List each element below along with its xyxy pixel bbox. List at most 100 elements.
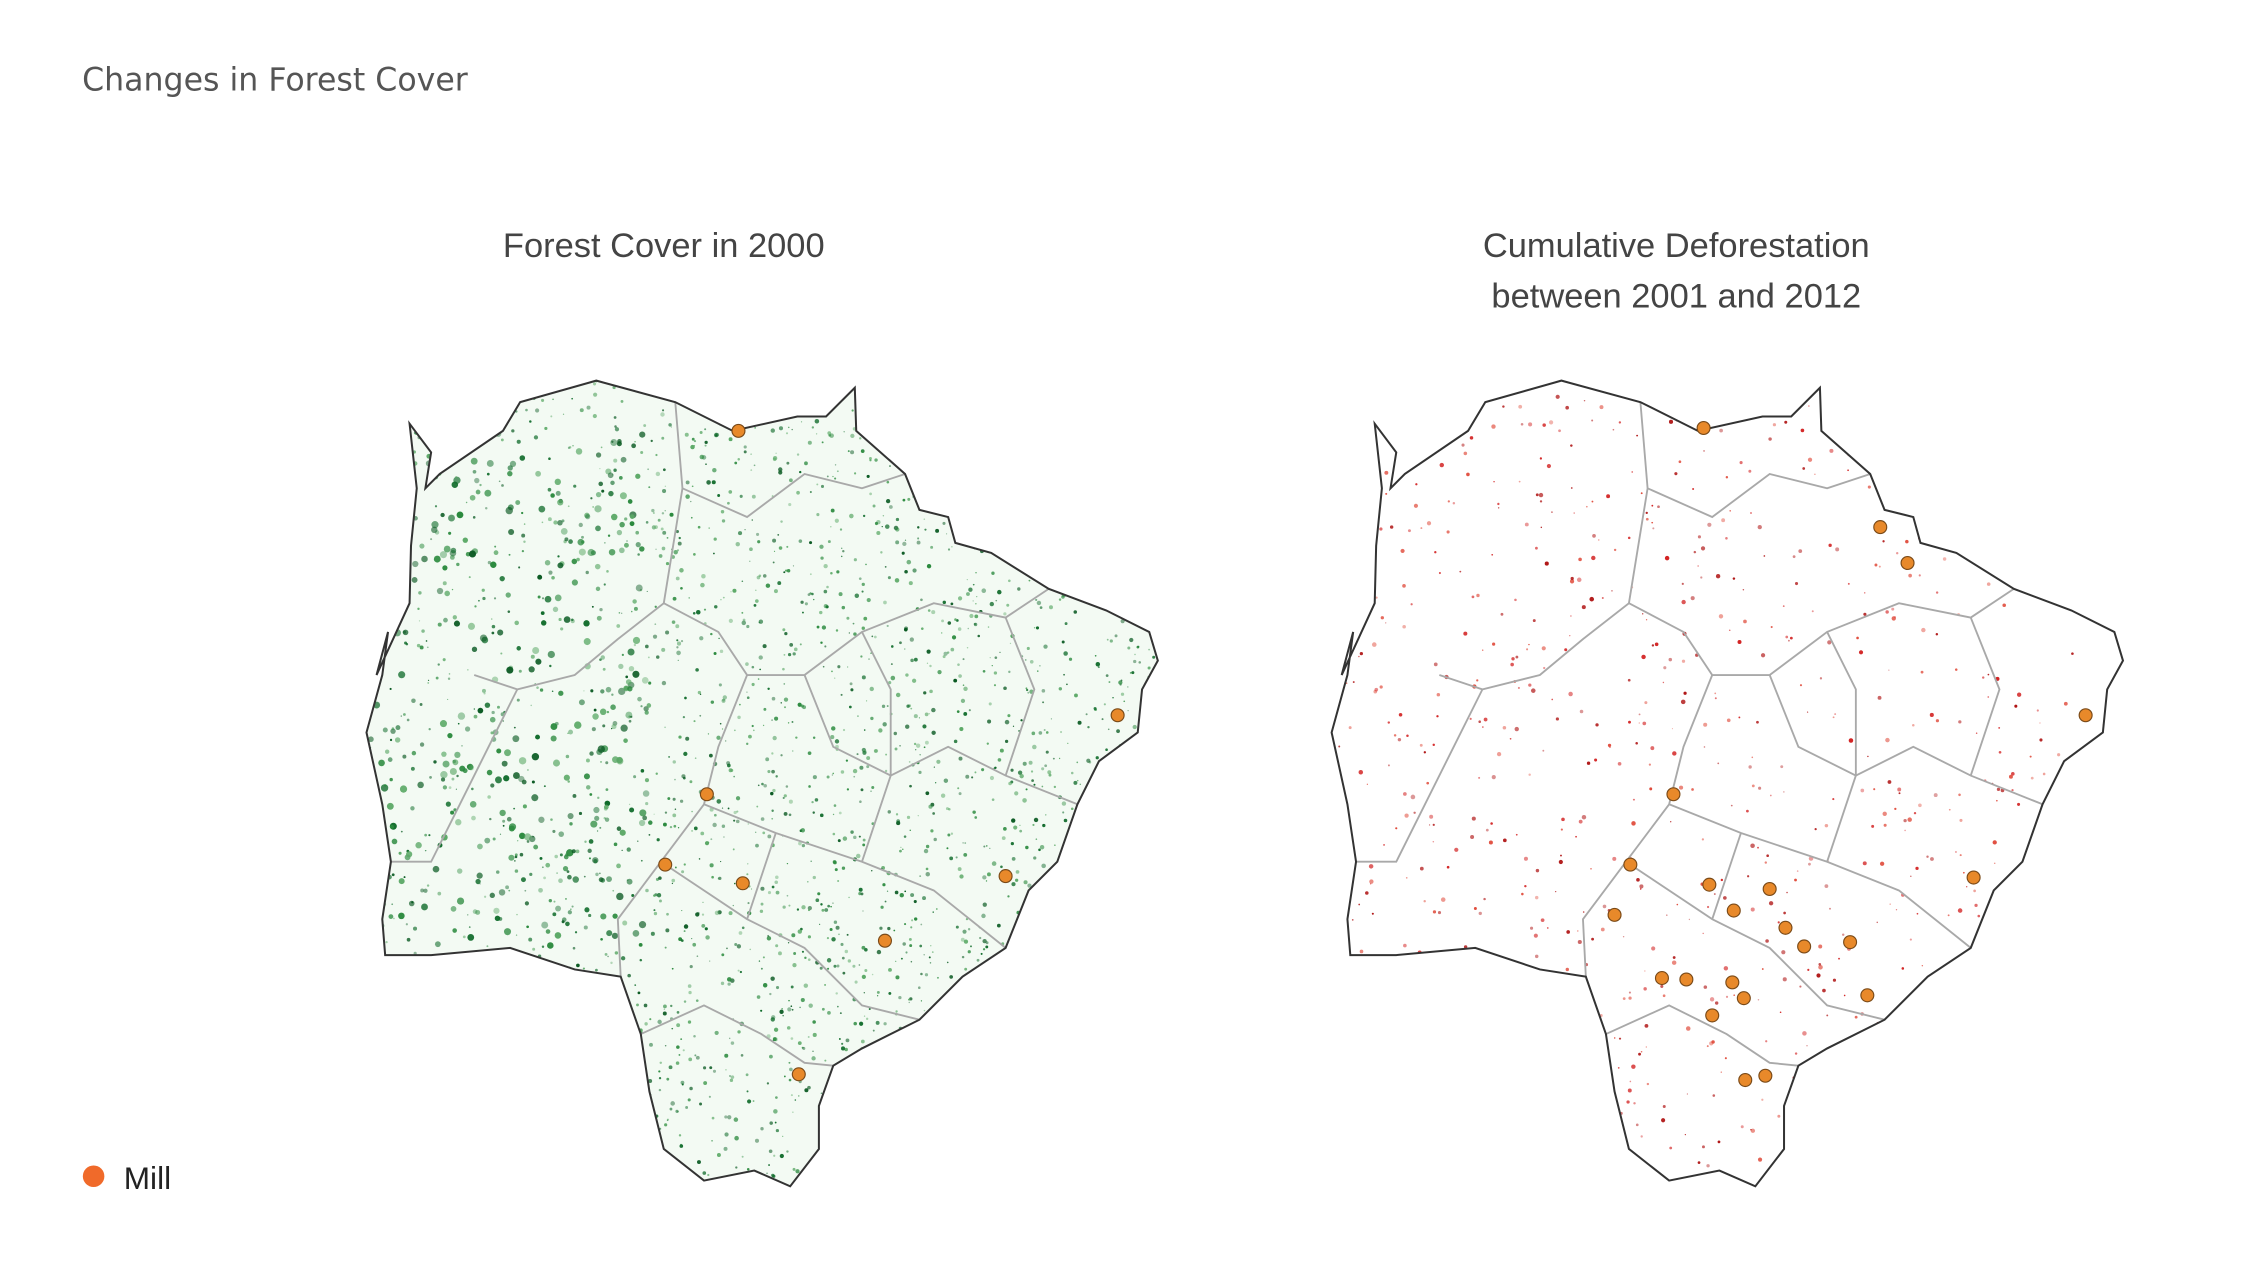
cover-dot xyxy=(852,964,856,968)
cover-dot xyxy=(366,610,371,615)
cover-dot xyxy=(395,486,397,488)
cover-dot xyxy=(1093,1022,1097,1027)
cover-dot xyxy=(1032,1102,1036,1107)
cover-dot xyxy=(1022,409,1026,413)
cover-dot xyxy=(766,1082,770,1085)
cover-dot xyxy=(768,417,772,420)
cover-dot xyxy=(1066,417,1069,420)
cover-dot xyxy=(989,601,994,607)
cover-dot xyxy=(489,716,496,723)
cover-dot xyxy=(1548,420,1554,425)
cover-dot xyxy=(782,796,785,800)
cover-dot xyxy=(845,759,849,762)
cover-dot xyxy=(993,671,998,675)
cover-dot xyxy=(1570,576,1574,581)
cover-dot xyxy=(1160,950,1162,952)
cover-dot xyxy=(579,408,584,413)
cover-dot xyxy=(746,696,750,700)
cover-dot xyxy=(627,973,631,978)
cover-dot xyxy=(1155,758,1157,760)
cover-dot xyxy=(927,609,931,612)
cover-dot xyxy=(1645,511,1648,515)
cover-dot xyxy=(801,611,804,614)
cover-dot xyxy=(1410,794,1416,800)
cover-dot xyxy=(838,811,842,815)
cover-dot xyxy=(1668,419,1674,424)
cover-dot xyxy=(399,523,405,529)
cover-dot xyxy=(988,702,992,706)
cover-dot xyxy=(518,757,527,765)
cover-dot xyxy=(1993,862,1996,865)
cover-dot xyxy=(783,794,787,798)
cover-dot xyxy=(1424,385,1429,391)
cover-dot xyxy=(906,704,910,708)
cover-dot xyxy=(366,507,371,514)
cover-dot xyxy=(490,997,494,1001)
cover-dot xyxy=(1652,527,1655,530)
cover-dot xyxy=(992,392,995,395)
cover-dot xyxy=(1546,463,1552,469)
cover-dot xyxy=(721,698,726,703)
cover-dot xyxy=(1127,887,1133,892)
cover-dot xyxy=(1505,1168,1509,1171)
cover-dot xyxy=(486,472,490,476)
cover-dot xyxy=(769,1054,773,1059)
cover-dot xyxy=(1075,1189,1079,1193)
cover-dot xyxy=(1387,764,1390,767)
cover-dot xyxy=(737,715,741,720)
cover-dot xyxy=(1858,650,1864,655)
cover-dot xyxy=(693,720,696,723)
cover-dot xyxy=(1070,386,1073,389)
cover-dot xyxy=(924,528,927,531)
cover-dot xyxy=(1061,801,1067,806)
cover-dot xyxy=(406,598,409,601)
cover-dot xyxy=(2123,1031,2126,1034)
cover-dot xyxy=(703,1081,708,1085)
cover-dot xyxy=(723,1178,727,1181)
cover-dot xyxy=(1158,437,1160,439)
cover-dot xyxy=(955,418,960,423)
cover-dot xyxy=(898,995,902,1000)
cover-dot xyxy=(1039,1021,1044,1026)
cover-dot xyxy=(544,559,551,566)
cover-dot xyxy=(1095,412,1099,415)
cover-dot xyxy=(1908,573,1912,578)
mill-marker xyxy=(1607,907,1622,922)
cover-dot xyxy=(762,403,765,406)
cover-dot xyxy=(1059,730,1063,734)
cover-dot xyxy=(484,837,491,844)
cover-dot xyxy=(1651,521,1654,524)
cover-dot xyxy=(904,626,909,631)
cover-dot xyxy=(401,451,404,453)
cover-dot xyxy=(1129,1060,1133,1065)
cover-dot xyxy=(703,1066,707,1070)
cover-dot xyxy=(2069,543,2072,547)
cover-dot xyxy=(1001,521,1004,524)
cover-dot xyxy=(985,1048,989,1052)
cover-dot xyxy=(1599,1128,1603,1132)
cover-dot xyxy=(667,1183,671,1187)
cover-dot xyxy=(1649,787,1653,791)
cover-dot xyxy=(882,883,886,887)
cover-dot xyxy=(676,1045,680,1049)
cover-dot xyxy=(486,1187,490,1191)
cover-dot xyxy=(672,596,677,601)
cover-dot xyxy=(593,806,600,814)
cover-dot xyxy=(759,668,761,671)
cover-dot xyxy=(704,841,710,846)
cover-dot xyxy=(460,1136,462,1138)
cover-dot xyxy=(1011,951,1015,955)
cover-dot xyxy=(1693,550,1697,554)
cover-dot xyxy=(1679,785,1684,790)
cover-dot xyxy=(1155,535,1158,538)
cover-dot xyxy=(524,833,532,841)
cover-dot xyxy=(624,517,628,521)
cover-dot xyxy=(1124,598,1126,601)
cover-dot xyxy=(1129,1143,1133,1146)
cover-dot xyxy=(1053,963,1055,966)
cover-dot xyxy=(783,683,786,685)
cover-dot xyxy=(943,1029,947,1033)
cover-dot xyxy=(1570,444,1573,447)
cover-dot xyxy=(1068,538,1072,542)
cover-dot xyxy=(649,1018,652,1021)
